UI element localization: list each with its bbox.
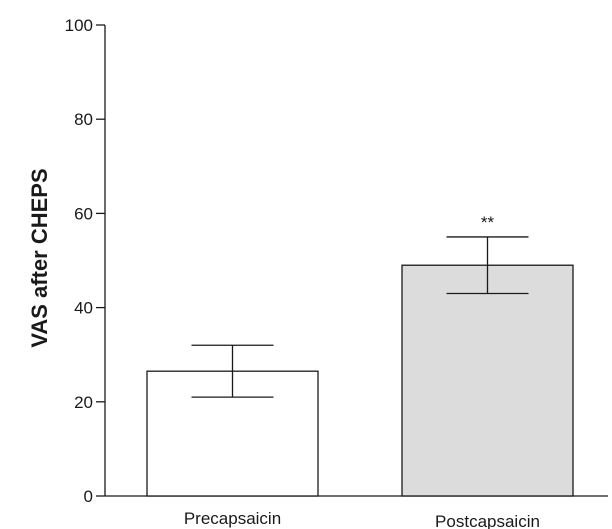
x-category-label-precapsaicin: Precapsaicin — [184, 509, 281, 528]
y-tick-label-0: 0 — [84, 487, 93, 506]
y-tick-label-60: 60 — [74, 204, 93, 223]
y-tick-label-100: 100 — [65, 16, 93, 35]
y-tick-label-40: 40 — [74, 299, 93, 318]
annotations: ** — [481, 213, 495, 232]
y-tick-label-20: 20 — [74, 393, 93, 412]
x-axis-labels: Precapsaicin Postcapsaicin — [184, 509, 540, 529]
bars — [146, 264, 574, 497]
x-category-label-postcapsaicin: Postcapsaicin — [435, 512, 540, 529]
y-axis-title: VAS after CHEPS — [27, 168, 52, 347]
bar-postcapsaicin — [401, 264, 574, 497]
significance-marker: ** — [481, 213, 495, 232]
error-bars — [191, 236, 529, 398]
y-tick-label-80: 80 — [74, 110, 93, 129]
